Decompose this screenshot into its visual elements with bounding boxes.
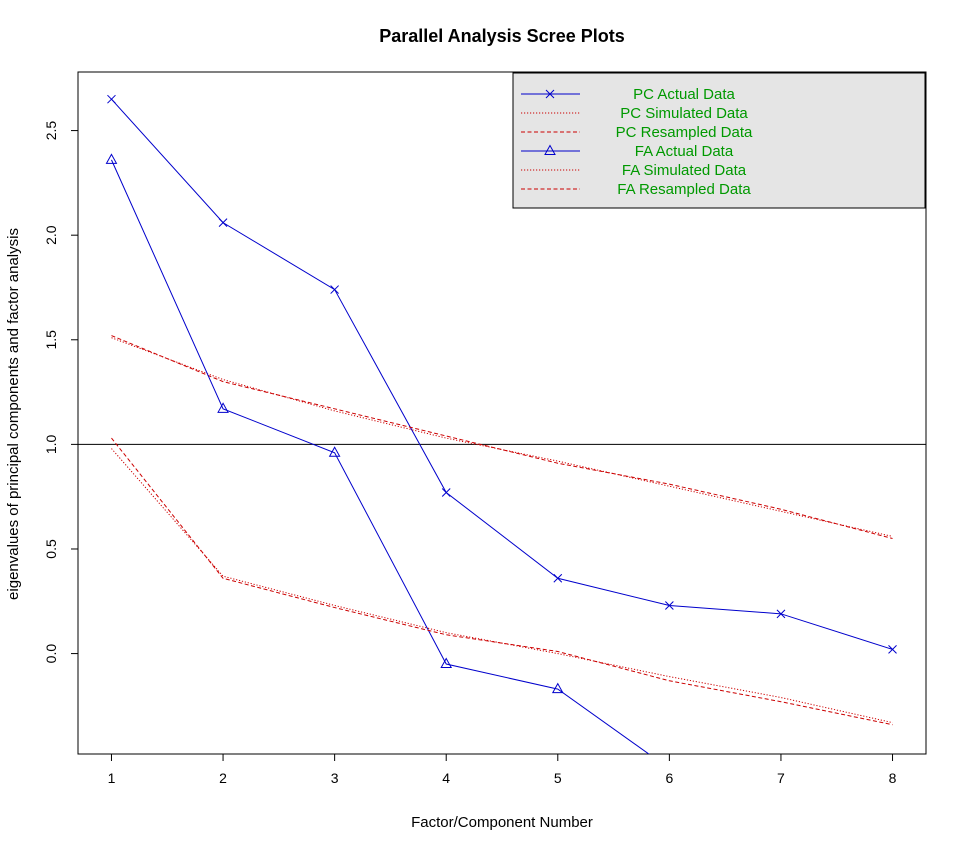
y-tick-label: 2.5	[43, 121, 59, 141]
data-point-marker	[218, 218, 228, 227]
data-point-marker	[888, 645, 897, 654]
legend-entry-label: FA Actual Data	[635, 143, 734, 160]
x-tick-label: 6	[665, 770, 673, 786]
legend-entry-label: FA Resampled Data	[617, 181, 751, 198]
series-line-3	[111, 159, 650, 754]
legend-entry-label: PC Simulated Data	[620, 105, 748, 122]
data-point-marker	[551, 682, 564, 694]
y-tick-label: 1.5	[43, 330, 59, 350]
legend-entry-label: PC Actual Data	[633, 86, 735, 103]
data-point-marker	[328, 446, 341, 457]
plot-frame	[77, 71, 927, 755]
data-point-marker	[776, 609, 786, 619]
chart-title: Parallel Analysis Scree Plots	[379, 26, 624, 46]
series-group	[105, 94, 897, 754]
series-line-5	[111, 437, 893, 726]
x-tick-label: 5	[554, 770, 562, 786]
data-point-marker	[553, 573, 563, 583]
series-line-1	[111, 337, 893, 537]
y-tick-label: 1.0	[43, 434, 59, 454]
y-axis-label: eigenvalues of principal components and …	[5, 228, 22, 600]
legend-entry-label: PC Resampled Data	[616, 124, 753, 141]
x-axis-label: Factor/Component Number	[411, 814, 593, 831]
x-tick-label: 1	[108, 770, 116, 786]
x-tick-label: 8	[889, 770, 897, 786]
legend-box	[512, 72, 926, 209]
x-marker-stroke	[330, 285, 339, 294]
x-tick-label: 7	[777, 770, 785, 786]
data-point-marker	[107, 94, 116, 104]
x-marker-stroke	[107, 94, 116, 104]
series-line-0	[111, 98, 893, 650]
legend-entry-label: FA Simulated Data	[622, 162, 747, 179]
y-tick-label: 0.5	[43, 539, 59, 559]
legend-marker	[544, 144, 556, 155]
plot-layer: 1 2 3 4 5 6 7 8 0.0 0.5 1.0 1.5 2.0 2.5	[43, 71, 927, 786]
data-point-marker	[105, 153, 118, 164]
data-point-marker	[441, 488, 451, 497]
x-tick-label: 4	[442, 770, 450, 786]
x-marker-stroke	[776, 609, 786, 619]
data-point-marker	[440, 657, 453, 669]
legend: PC Actual Data PC Simulated Data PC Resamp…	[512, 72, 926, 209]
legend-marker	[545, 89, 555, 99]
x-marker-stroke	[665, 601, 674, 610]
x-tick-label: 2	[219, 770, 227, 786]
x-marker-stroke	[545, 89, 555, 99]
y-tick-label: 0.0	[43, 644, 59, 664]
data-point-marker	[330, 285, 339, 294]
x-marker-stroke	[218, 218, 228, 227]
x-tick-label: 3	[331, 770, 339, 786]
x-marker-stroke	[888, 645, 897, 654]
series-line-4	[111, 448, 893, 724]
series-line-2	[111, 335, 893, 540]
y-tick-label: 2.0	[43, 225, 59, 245]
data-point-marker	[217, 402, 229, 413]
data-point-marker	[665, 601, 674, 610]
x-marker-stroke	[553, 573, 563, 583]
x-marker-stroke	[441, 488, 451, 497]
